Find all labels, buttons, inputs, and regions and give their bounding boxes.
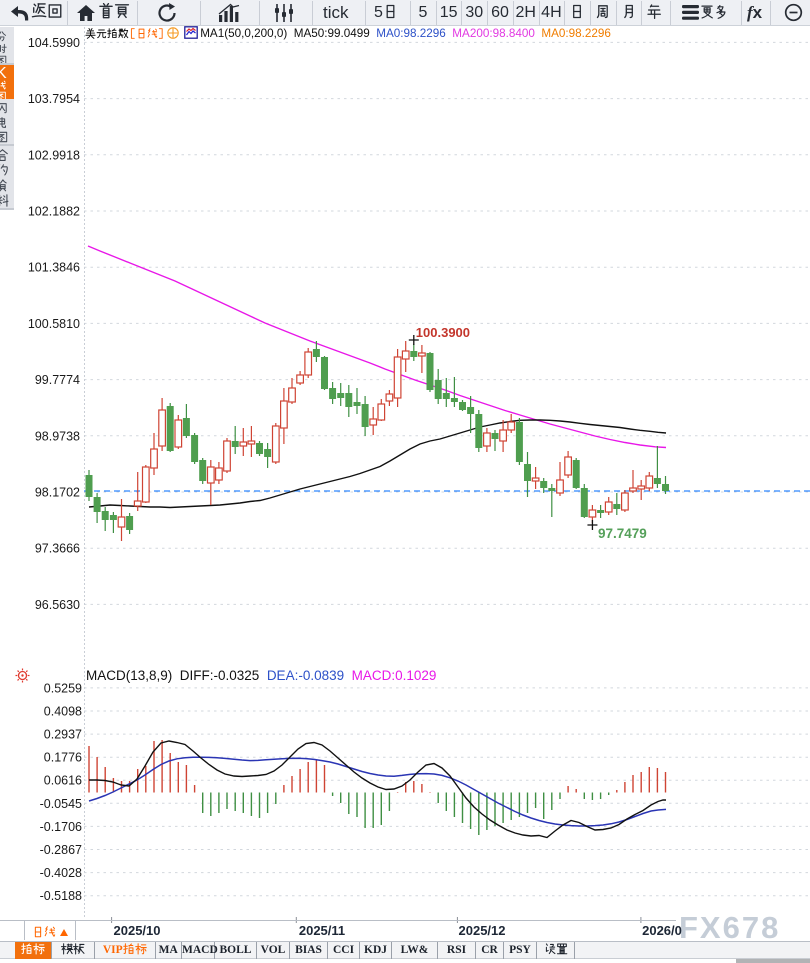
- svg-text:96.5630: 96.5630: [35, 598, 80, 612]
- svg-text:104.5990: 104.5990: [28, 36, 80, 50]
- svg-text:98.1702: 98.1702: [35, 486, 80, 500]
- svg-text:-0.4028: -0.4028: [40, 866, 82, 880]
- svg-text:-0.5188: -0.5188: [40, 889, 82, 903]
- svg-text:98.9738: 98.9738: [35, 429, 80, 443]
- svg-text:103.7954: 103.7954: [28, 92, 80, 106]
- svg-text:0.1776: 0.1776: [44, 751, 82, 765]
- svg-text:102.9918: 102.9918: [28, 148, 80, 162]
- svg-text:-0.0545: -0.0545: [40, 797, 82, 811]
- svg-text:0.4098: 0.4098: [44, 705, 82, 719]
- svg-text:97.7479: 97.7479: [598, 526, 647, 541]
- svg-text:0.0616: 0.0616: [44, 774, 82, 788]
- svg-text:100.5810: 100.5810: [28, 317, 80, 331]
- svg-text:-0.2867: -0.2867: [40, 843, 82, 857]
- svg-text:0.5259: 0.5259: [44, 681, 82, 695]
- svg-text:0.2937: 0.2937: [44, 728, 82, 742]
- svg-text:100.3900: 100.3900: [416, 325, 470, 340]
- svg-text:99.7774: 99.7774: [35, 373, 80, 387]
- svg-text:-0.1706: -0.1706: [40, 820, 82, 834]
- svg-text:102.1882: 102.1882: [28, 205, 80, 219]
- svg-text:97.3666: 97.3666: [35, 542, 80, 556]
- svg-text:101.3846: 101.3846: [28, 261, 80, 275]
